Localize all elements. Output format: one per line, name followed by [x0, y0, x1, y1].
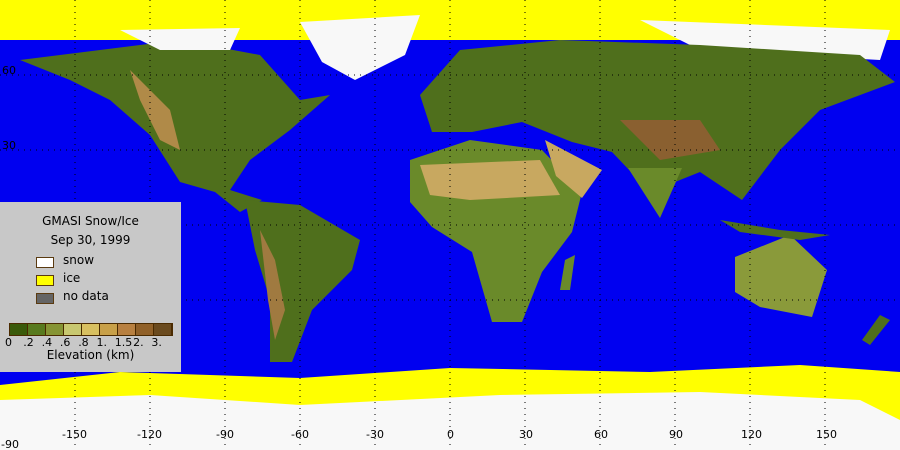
lon-label: -120 [137, 428, 162, 441]
elevation-ticks: 0 .2 .4 .6 .8 1. 1.52. 3. [5, 336, 170, 349]
legend-panel: GMASI Snow/Ice Sep 30, 1999 snow ice no … [0, 202, 181, 372]
lon-label: -60 [291, 428, 309, 441]
greenland [300, 15, 420, 80]
sahara [420, 160, 560, 200]
lat-label-60: 60 [2, 64, 16, 77]
lon-label: 150 [816, 428, 837, 441]
lon-label: 0 [447, 428, 454, 441]
lon-label: 120 [741, 428, 762, 441]
elevation-label: Elevation (km) [46, 348, 135, 362]
lon-label: -150 [62, 428, 87, 441]
lat-label-30: 30 [2, 139, 16, 152]
colorbar-segment [100, 324, 118, 335]
colorbar-segment [46, 324, 64, 335]
arabia [545, 140, 602, 198]
lon-label: 60 [594, 428, 608, 441]
lon-label: -90 [216, 428, 234, 441]
rockies [130, 70, 180, 150]
colorbar-segment [10, 324, 28, 335]
colorbar-segment [154, 324, 172, 335]
colorbar-segment [136, 324, 154, 335]
arctic-snow [120, 20, 890, 60]
snow-swatch [36, 257, 54, 268]
elevation-tick: 3. [151, 336, 162, 349]
elevation-tick: .4 [41, 336, 53, 349]
corner-lat-label: -90 [1, 438, 19, 450]
legend-title: GMASI Snow/Ice [42, 214, 139, 228]
elevation-tick: 2. [133, 336, 144, 349]
tibet [620, 120, 720, 160]
australia [735, 235, 827, 317]
elevation-tick: 0 [5, 336, 12, 349]
lon-label: 30 [519, 428, 533, 441]
new-zealand [862, 315, 890, 345]
arctic-ice-edge [0, 0, 900, 40]
no-data-label: no data [63, 289, 109, 303]
elevation-tick: 1.5 [114, 336, 133, 349]
colorbar-segment [118, 324, 136, 335]
snow-label: snow [63, 253, 95, 267]
elevation-colorbar [9, 323, 173, 336]
lon-label: 90 [669, 428, 683, 441]
north-america [20, 40, 330, 212]
no-data-swatch [36, 293, 54, 304]
ice-swatch [36, 275, 54, 286]
colorbar-segment [28, 324, 46, 335]
ice-label: ice [63, 271, 81, 285]
south-america [245, 200, 360, 362]
lon-label: -30 [366, 428, 384, 441]
indonesia [720, 220, 830, 240]
colorbar-segment [82, 324, 100, 335]
andes [260, 230, 285, 340]
madagascar [560, 255, 575, 290]
elevation-tick: .2 [23, 336, 34, 349]
elevation-tick: .6 [59, 336, 71, 349]
colorbar-segment [64, 324, 82, 335]
legend-date: Sep 30, 1999 [50, 233, 131, 247]
elevation-tick: 1. [96, 336, 107, 349]
elevation-tick: .8 [78, 336, 89, 349]
india [628, 168, 682, 218]
